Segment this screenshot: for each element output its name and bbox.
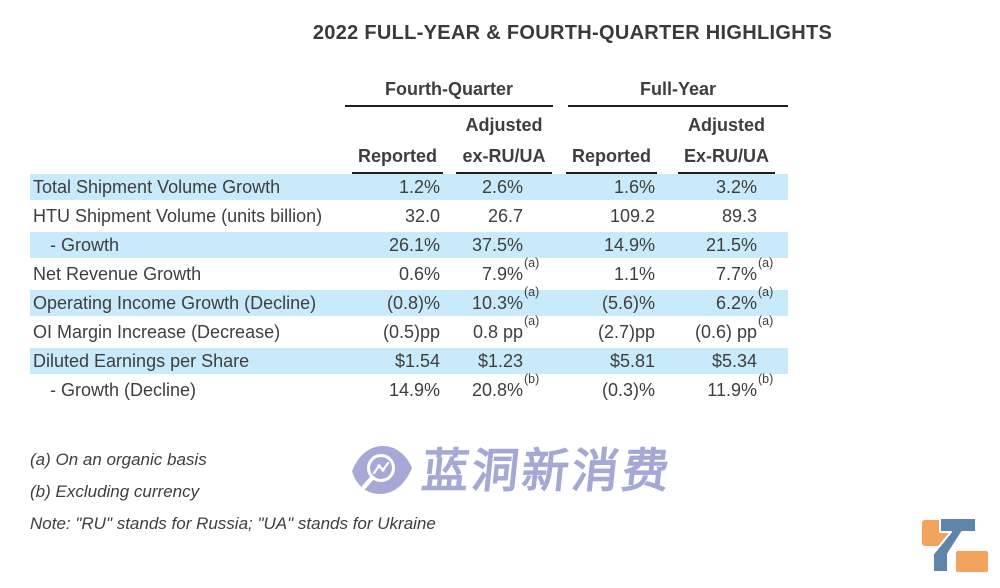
table-row: Operating Income Growth (Decline) (0.8)%… (30, 285, 788, 319)
cell-value: 14.9% (388, 379, 440, 400)
footnote-marker: (b) (758, 371, 774, 386)
cell-value: 0.8 pp (472, 321, 523, 342)
cell-value: (0.8)% (386, 292, 440, 313)
highlights-table: Fourth-Quarter Full-Year Adjusted Adjust… (30, 79, 788, 406)
cell-value: (0.6) pp (694, 321, 757, 342)
cell-value: $1.54 (394, 350, 440, 371)
table-row: Diluted Earnings per Share $1.54 $1.23 $… (30, 348, 788, 377)
footnotes: (a) On an organic basis (b) Excluding cu… (30, 444, 1000, 540)
group-header-full-year: Full-Year (568, 79, 788, 107)
row-label: Diluted Earnings per Share (33, 350, 250, 371)
cell-value: $5.81 (609, 350, 655, 371)
footnote-marker: (a) (524, 284, 540, 299)
footnote-marker: (a) (524, 313, 540, 328)
cell-value: $1.23 (477, 350, 523, 371)
footnote-a: (a) On an organic basis (30, 450, 207, 469)
cell-value: 20.8% (471, 379, 523, 400)
footnote-marker: (a) (758, 313, 774, 328)
cell-value: 14.9% (603, 234, 655, 255)
cell-value: 3.2% (715, 176, 757, 197)
slide: 2022 FULL-YEAR & FOURTH-QUARTER HIGHLIGH… (0, 22, 1000, 574)
cell-value: $5.34 (711, 350, 757, 371)
row-label: HTU Shipment Volume (units billion) (33, 205, 323, 226)
adjusted-label-full-year: Adjusted (687, 114, 765, 135)
group-header-fourth-quarter: Fourth-Quarter (345, 79, 553, 107)
cell-value: (2.7)pp (597, 321, 655, 342)
cell-value: 7.9% (481, 263, 523, 284)
column-header-row: Reported ex-RU/UA Reported Ex-RU/UA (30, 142, 788, 174)
cell-value: 11.9% (707, 379, 757, 400)
cell-value: 1.6% (613, 176, 655, 197)
page-title: 2022 FULL-YEAR & FOURTH-QUARTER HIGHLIGH… (312, 22, 833, 44)
column-header-fy-reported: Reported (565, 146, 657, 174)
cell-value: 26.7 (487, 205, 523, 226)
adjusted-header-row: Adjusted Adjusted (30, 108, 788, 142)
cell-value: 1.1% (613, 263, 655, 284)
cell-value: 37.5% (471, 234, 523, 255)
footnote-ru-ua-note: Note: "RU" stands for Russia; "UA" stand… (30, 514, 436, 533)
row-label: - Growth (Decline) (50, 379, 197, 400)
cell-value: 21.5% (705, 234, 757, 255)
table-row: Total Shipment Volume Growth 1.2% 2.6% 1… (30, 174, 788, 203)
corner-brand-logo-icon (920, 517, 990, 574)
cell-value: 7.7% (715, 263, 757, 284)
footnote-marker: (a) (758, 284, 774, 299)
row-label: OI Margin Increase (Decrease) (33, 321, 281, 342)
cell-value: 109.2 (609, 205, 655, 226)
table-row: Net Revenue Growth 0.6% 7.9% (a) 1.1% 7.7… (30, 256, 788, 290)
cell-value: 2.6% (481, 176, 523, 197)
footnote-marker: (a) (758, 255, 774, 270)
cell-value: (0.3)% (601, 379, 655, 400)
table-row: - Growth 26.1% 37.5% 14.9% 21.5% (30, 232, 788, 261)
group-header-row: Fourth-Quarter Full-Year (30, 79, 788, 108)
cell-value: 32.0 (404, 205, 440, 226)
column-header-fy-ex-ru-ua: Ex-RU/UA (677, 146, 775, 174)
cell-value: 10.3% (471, 292, 523, 313)
footnote-marker: (b) (524, 371, 540, 386)
cell-value: 0.6% (398, 263, 440, 284)
cell-value: 89.3 (721, 205, 757, 226)
cell-value: 1.2% (398, 176, 440, 197)
adjusted-label-fourth-quarter: Adjusted (465, 114, 543, 135)
footnote-marker: (a) (524, 255, 540, 270)
cell-value: (0.5)pp (382, 321, 440, 342)
column-header-fq-reported: Reported (351, 146, 443, 174)
table-row: HTU Shipment Volume (units billion) 32.0… (30, 203, 788, 232)
table-row: OI Margin Increase (Decrease) (0.5)pp 0.… (30, 314, 788, 348)
row-label: Net Revenue Growth (33, 263, 202, 284)
row-label: Total Shipment Volume Growth (33, 176, 281, 197)
cell-value: 26.1% (388, 234, 440, 255)
row-label: Operating Income Growth (Decline) (33, 292, 317, 313)
row-label: - Growth (50, 234, 120, 255)
column-header-fq-ex-ru-ua: ex-RU/UA (456, 146, 552, 174)
cell-value: 6.2% (715, 292, 757, 313)
table-row: - Growth (Decline) 14.9% 20.8% (b) (0.3)%… (30, 372, 788, 406)
cell-value: (5.6)% (601, 292, 655, 313)
footnote-b: (b) Excluding currency (30, 482, 200, 501)
